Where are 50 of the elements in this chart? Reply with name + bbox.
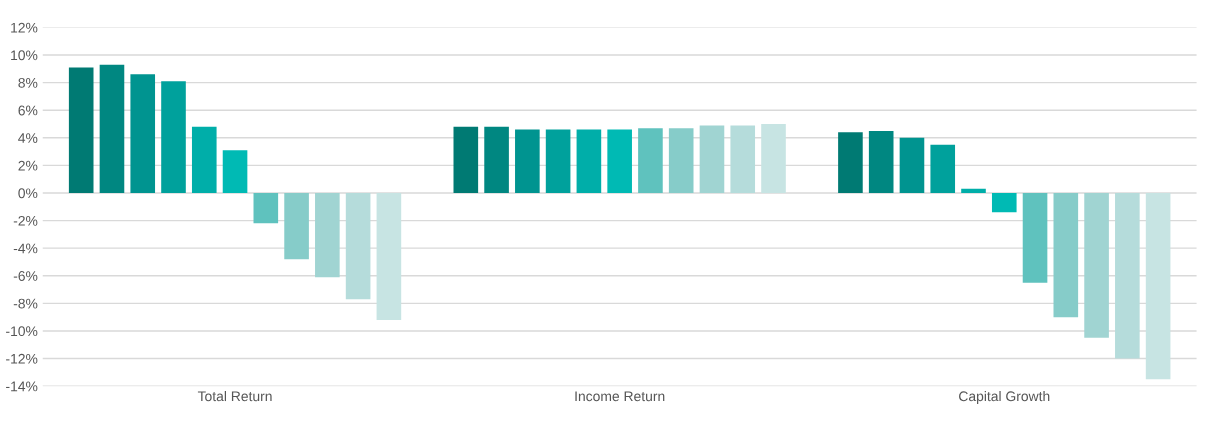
y-tick-label: -6% bbox=[13, 271, 38, 281]
bar bbox=[453, 126, 479, 193]
bar bbox=[730, 125, 756, 193]
y-tick-label: -10% bbox=[6, 326, 38, 337]
bar bbox=[838, 132, 863, 193]
y-tick-label: 12% bbox=[11, 22, 38, 33]
bar bbox=[868, 130, 894, 193]
y-tick-label: 4% bbox=[18, 133, 38, 143]
y-tick-label: 6% bbox=[18, 105, 38, 116]
bar bbox=[515, 129, 540, 193]
bar bbox=[761, 124, 786, 193]
y-tick-label: 10% bbox=[11, 50, 38, 61]
bar bbox=[1145, 192, 1171, 380]
bar bbox=[961, 188, 986, 193]
x-tick-label: Total Return bbox=[197, 390, 272, 402]
y-tick-label: 2% bbox=[18, 160, 38, 171]
bar bbox=[607, 129, 632, 193]
bar bbox=[315, 192, 340, 278]
bar bbox=[1084, 192, 1109, 338]
bar bbox=[991, 192, 1017, 213]
y-tick-label: -2% bbox=[13, 215, 38, 226]
y-tick-label: -14% bbox=[6, 381, 38, 392]
bar bbox=[545, 129, 571, 193]
bar bbox=[345, 192, 371, 300]
bar bbox=[930, 144, 956, 193]
bar bbox=[484, 126, 509, 193]
bar bbox=[161, 81, 186, 193]
y-tick-label: -12% bbox=[6, 353, 38, 364]
bar bbox=[668, 128, 694, 193]
bar bbox=[576, 129, 602, 193]
bar bbox=[191, 126, 217, 193]
bar bbox=[1022, 192, 1048, 283]
y-tick-label: -8% bbox=[13, 298, 38, 309]
bar bbox=[899, 137, 925, 193]
y-tick-label: 0% bbox=[18, 188, 38, 199]
bar bbox=[99, 64, 125, 193]
bar bbox=[1053, 192, 1079, 318]
x-tick-label: Capital Growth bbox=[959, 390, 1050, 404]
bar bbox=[376, 192, 402, 320]
bar bbox=[284, 192, 309, 260]
bar bbox=[253, 192, 279, 224]
bar bbox=[699, 125, 725, 193]
bar bbox=[1115, 192, 1140, 359]
y-tick-label: 8% bbox=[18, 77, 38, 88]
y-tick-label: -4% bbox=[13, 243, 38, 254]
bar bbox=[68, 67, 94, 193]
bar bbox=[638, 128, 663, 193]
x-tick-label: Income Return bbox=[575, 391, 665, 402]
bar bbox=[130, 74, 156, 193]
bar bbox=[222, 150, 248, 193]
